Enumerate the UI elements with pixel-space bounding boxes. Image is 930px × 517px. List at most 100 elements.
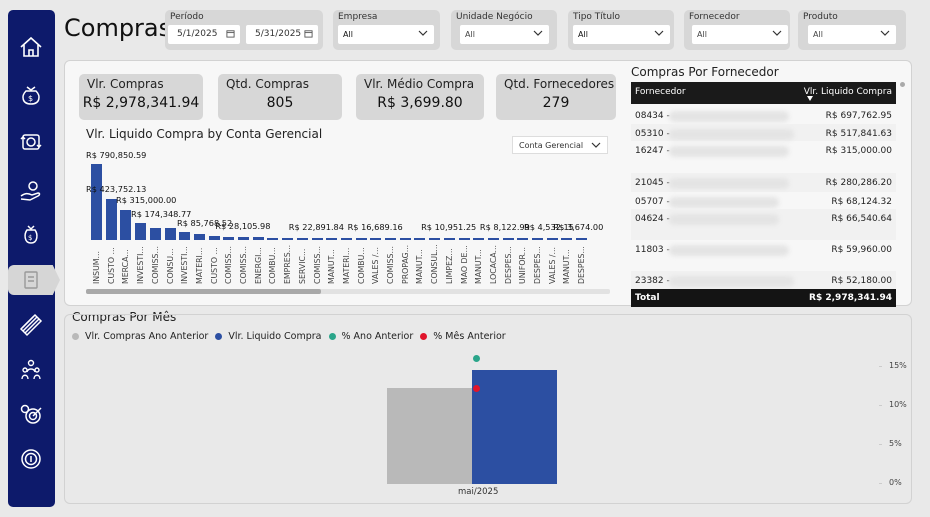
bar-liquido-compra[interactable] bbox=[472, 370, 557, 484]
bar[interactable] bbox=[282, 237, 294, 240]
bar[interactable] bbox=[223, 237, 235, 240]
bar[interactable] bbox=[311, 237, 323, 240]
category-label: EMPRES... bbox=[283, 244, 293, 284]
fingerprint-coin-icon[interactable] bbox=[16, 444, 46, 474]
target-icon[interactable] bbox=[16, 400, 46, 430]
bar[interactable] bbox=[252, 237, 264, 240]
filter-fornecedor: Fornecedor All bbox=[684, 10, 790, 50]
table-row[interactable]: 11803 - R$ 59,960.00 bbox=[631, 240, 896, 271]
category-label: ENERGI... bbox=[253, 247, 263, 284]
exchange-money-icon[interactable] bbox=[16, 127, 46, 157]
y2-tick-label: 5% bbox=[889, 439, 902, 448]
chevron-down-icon bbox=[533, 30, 543, 36]
y2-tick-label: 10% bbox=[889, 400, 907, 409]
bar[interactable] bbox=[91, 163, 102, 240]
table-row[interactable]: 05707 - R$ 68,124.32 bbox=[631, 192, 896, 209]
data-label: R$ 10,951.25 bbox=[421, 222, 477, 232]
category-label: CONSU... bbox=[165, 248, 175, 284]
redacted-name bbox=[669, 197, 779, 208]
bar[interactable] bbox=[502, 238, 514, 240]
sidebar: $ $ bbox=[8, 10, 60, 507]
table-row[interactable]: 23382 - R$ 52,180.00 bbox=[631, 271, 896, 289]
bar[interactable] bbox=[135, 223, 147, 240]
date-end-value: 5/31/2025 bbox=[255, 29, 302, 39]
legend-item[interactable]: % Ano Anterior bbox=[341, 331, 414, 342]
bar[interactable] bbox=[487, 238, 499, 240]
table-row[interactable]: 05310 - R$ 517,841.63 bbox=[631, 124, 896, 141]
bar[interactable] bbox=[355, 238, 367, 240]
table-row[interactable]: 16247 - R$ 315,000.00 bbox=[631, 141, 896, 173]
legend-item[interactable]: Vlr. Liquido Compra bbox=[228, 331, 322, 342]
marker-mes-anterior[interactable] bbox=[473, 384, 480, 392]
date-start-input[interactable]: 5/1/2025 bbox=[168, 25, 240, 44]
fornecedor-select[interactable]: All bbox=[692, 25, 788, 44]
kpi-value: 805 bbox=[266, 95, 294, 111]
chevron-down-icon bbox=[880, 30, 890, 36]
bar[interactable] bbox=[208, 236, 220, 240]
bar[interactable] bbox=[458, 238, 470, 240]
bar[interactable] bbox=[193, 234, 205, 240]
data-label: R$ 4,532.15 bbox=[524, 222, 574, 232]
bar[interactable] bbox=[296, 237, 308, 240]
bar[interactable] bbox=[517, 238, 529, 240]
hand-coin-icon[interactable] bbox=[16, 176, 46, 206]
bar[interactable] bbox=[414, 238, 426, 240]
bar[interactable] bbox=[340, 238, 352, 240]
redacted-name bbox=[669, 276, 794, 287]
table-row[interactable]: 08434 - R$ 697,762.95 bbox=[631, 106, 896, 124]
bar[interactable] bbox=[120, 209, 132, 240]
bar[interactable] bbox=[385, 238, 396, 240]
team-icon[interactable] bbox=[16, 355, 46, 385]
bar[interactable] bbox=[399, 238, 411, 240]
category-label: LOCACA... bbox=[488, 245, 498, 284]
bar[interactable] bbox=[429, 238, 441, 240]
bar[interactable] bbox=[561, 238, 573, 240]
filter-produto-label: Produto bbox=[803, 12, 838, 22]
supplier-value: R$ 315,000.00 bbox=[825, 146, 892, 156]
bar[interactable] bbox=[532, 238, 543, 240]
marker-ano-anterior[interactable] bbox=[473, 355, 480, 363]
legend-item[interactable]: Vlr. Compras Ano Anterior bbox=[85, 331, 209, 342]
bar[interactable] bbox=[267, 237, 279, 240]
bar-ano-anterior[interactable] bbox=[387, 387, 472, 484]
category-label: MANUT... bbox=[474, 249, 484, 284]
home-icon[interactable] bbox=[16, 32, 46, 62]
table-scroll-indicator[interactable] bbox=[900, 82, 905, 87]
bar[interactable] bbox=[326, 237, 338, 240]
category-label: COMBU... bbox=[356, 247, 366, 284]
bar[interactable] bbox=[149, 227, 161, 240]
money-bag-icon[interactable]: $ bbox=[16, 80, 46, 110]
empresa-select[interactable]: All bbox=[338, 25, 434, 44]
money-stack-icon[interactable]: $ bbox=[16, 220, 46, 250]
y2-grid-dot bbox=[879, 366, 882, 367]
data-label: R$ 315,000.00 bbox=[116, 195, 177, 205]
produto-select[interactable]: All bbox=[808, 25, 896, 44]
tipo-select[interactable]: All bbox=[573, 25, 670, 44]
category-label: DESPES... bbox=[503, 246, 513, 284]
table-row[interactable]: 21045 - R$ 280,286.20 bbox=[631, 173, 896, 192]
bar[interactable] bbox=[238, 237, 249, 240]
bar[interactable] bbox=[164, 228, 176, 240]
table-row[interactable]: 04624 - R$ 66,540.64 bbox=[631, 209, 896, 240]
legend-item[interactable]: % Mês Anterior bbox=[433, 331, 506, 342]
conta-gerencial-select[interactable]: Conta Gerencial bbox=[512, 136, 608, 154]
bar[interactable] bbox=[546, 238, 558, 240]
bar[interactable] bbox=[105, 199, 117, 240]
bar[interactable] bbox=[179, 231, 191, 240]
report-icon[interactable] bbox=[16, 265, 46, 295]
date-end-input[interactable]: 5/31/2025 bbox=[246, 25, 318, 44]
col-fornecedor[interactable]: Fornecedor bbox=[635, 87, 686, 97]
table-total-row: Total R$ 2,978,341.94 bbox=[631, 289, 896, 307]
col-vlr-liquido[interactable]: Vlr. Liquido Compra bbox=[803, 87, 892, 97]
chart-scrollbar[interactable] bbox=[86, 289, 321, 294]
data-label: R$ 16,689.16 bbox=[347, 222, 403, 232]
supplier-value: R$ 68,124.32 bbox=[831, 197, 892, 207]
unidade-select[interactable]: All bbox=[460, 25, 549, 44]
bar[interactable] bbox=[443, 238, 455, 240]
bar[interactable] bbox=[370, 238, 382, 240]
filter-produto: Produto All bbox=[798, 10, 906, 50]
bar[interactable] bbox=[473, 238, 485, 240]
bar[interactable] bbox=[576, 238, 588, 240]
month-legend: Vlr. Compras Ano Anterior Vlr. Liquido C… bbox=[72, 331, 506, 342]
coins-icon[interactable] bbox=[16, 310, 46, 340]
